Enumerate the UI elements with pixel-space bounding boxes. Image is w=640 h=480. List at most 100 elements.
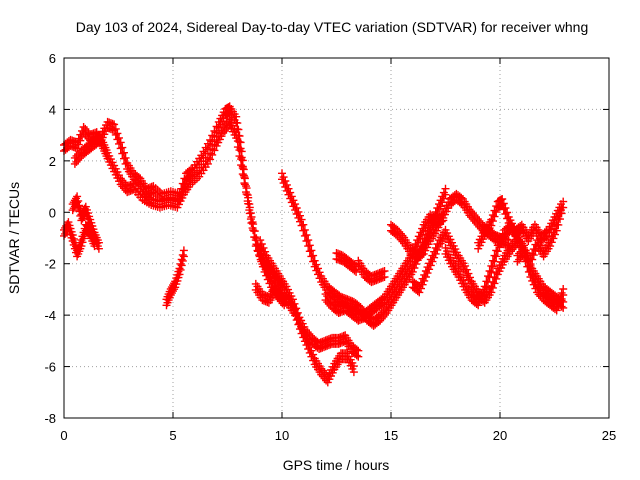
plus-marker	[552, 226, 561, 235]
plus-marker	[547, 238, 556, 247]
plus-marker	[175, 195, 184, 204]
plus-marker	[418, 230, 427, 239]
plus-marker	[490, 212, 499, 221]
plus-marker	[441, 190, 450, 199]
plus-marker	[426, 261, 435, 270]
plus-marker	[557, 294, 566, 303]
plus-marker	[559, 291, 568, 299]
plus-marker	[180, 180, 189, 189]
plus-marker	[493, 247, 502, 256]
plus-marker	[254, 247, 262, 256]
plus-marker	[307, 252, 316, 261]
plus-marker	[249, 226, 258, 235]
plus-marker	[247, 219, 256, 227]
plus-marker	[492, 208, 501, 217]
y-tick-label: -6	[44, 360, 56, 375]
plus-marker	[177, 261, 186, 270]
plus-marker	[381, 310, 389, 319]
plus-marker	[480, 288, 489, 297]
plus-marker	[187, 171, 195, 180]
plus-marker	[78, 238, 87, 247]
series-arc-n	[441, 220, 568, 315]
series-arc-i	[321, 210, 448, 325]
plus-marker	[350, 266, 359, 275]
y-tick-label: -8	[44, 411, 56, 426]
y-tick-label: 0	[49, 205, 56, 220]
plus-marker	[418, 280, 427, 289]
plus-marker	[498, 235, 507, 244]
plus-marker	[380, 273, 389, 281]
plus-marker	[425, 265, 434, 274]
plus-marker	[495, 243, 504, 252]
plus-marker	[349, 368, 358, 377]
plus-marker	[435, 206, 443, 215]
plus-marker	[484, 278, 492, 287]
plus-marker	[77, 242, 86, 251]
plus-marker	[490, 279, 499, 288]
plus-marker	[95, 138, 104, 146]
plus-marker	[410, 264, 419, 272]
plus-marker	[170, 285, 179, 294]
plus-marker	[546, 242, 555, 251]
plus-marker	[240, 180, 249, 189]
series-arc-j	[332, 249, 361, 276]
plus-marker	[76, 136, 85, 145]
plus-marker	[415, 288, 424, 297]
plus-marker	[178, 256, 187, 265]
plus-marker	[431, 249, 440, 258]
y-axis-ticks: -8 -6 -4 -2 0 2 4 6	[44, 51, 609, 426]
series-arc-b	[70, 102, 289, 310]
plus-marker	[497, 239, 506, 248]
y-tick-label: -2	[44, 257, 56, 272]
y-tick-label: -4	[44, 308, 56, 323]
plus-marker	[206, 141, 215, 150]
x-tick-label: 25	[602, 428, 616, 443]
x-tick-label: 0	[60, 428, 67, 443]
x-axis-ticks: 0 5 10 15 20 25	[60, 58, 616, 443]
plus-marker	[492, 274, 501, 283]
plus-marker	[482, 283, 491, 292]
series-arc-d	[68, 192, 103, 253]
plus-marker	[406, 257, 415, 266]
plus-marker	[175, 270, 184, 279]
plus-marker	[528, 255, 537, 264]
plus-marker	[551, 230, 559, 239]
plus-marker	[559, 203, 568, 212]
plus-marker	[421, 273, 430, 281]
x-tick-label: 20	[493, 428, 507, 443]
series-arc-p	[513, 197, 568, 269]
plus-marker	[250, 233, 259, 242]
data-series	[60, 102, 568, 387]
plus-marker	[430, 253, 439, 262]
plus-marker	[413, 242, 422, 251]
plus-marker	[414, 238, 423, 247]
plus-marker	[526, 260, 535, 269]
plus-marker	[416, 234, 425, 243]
plus-marker	[556, 298, 564, 307]
plus-marker	[492, 252, 501, 261]
plus-marker	[408, 267, 417, 276]
plus-marker	[178, 185, 187, 194]
plus-marker	[305, 247, 314, 256]
plus-marker	[304, 242, 313, 251]
plus-marker	[242, 190, 251, 199]
plus-marker	[485, 273, 494, 281]
plus-marker	[554, 302, 563, 311]
x-axis-label: GPS time / hours	[283, 457, 390, 473]
x-tick-label: 15	[384, 428, 398, 443]
plus-marker	[116, 144, 125, 153]
plus-marker	[552, 306, 561, 315]
y-tick-label: 4	[49, 102, 56, 117]
plus-marker	[549, 234, 558, 243]
plus-marker	[428, 257, 437, 266]
plus-marker	[433, 246, 442, 254]
plus-marker	[179, 252, 188, 261]
chart-title: Day 103 of 2024, Sidereal Day-to-day VTE…	[76, 19, 589, 35]
plus-marker	[74, 140, 83, 149]
plus-marker	[487, 221, 496, 230]
plus-marker	[417, 284, 425, 293]
plus-marker	[208, 137, 217, 146]
plus-marker	[559, 303, 568, 312]
plus-marker	[302, 237, 311, 245]
